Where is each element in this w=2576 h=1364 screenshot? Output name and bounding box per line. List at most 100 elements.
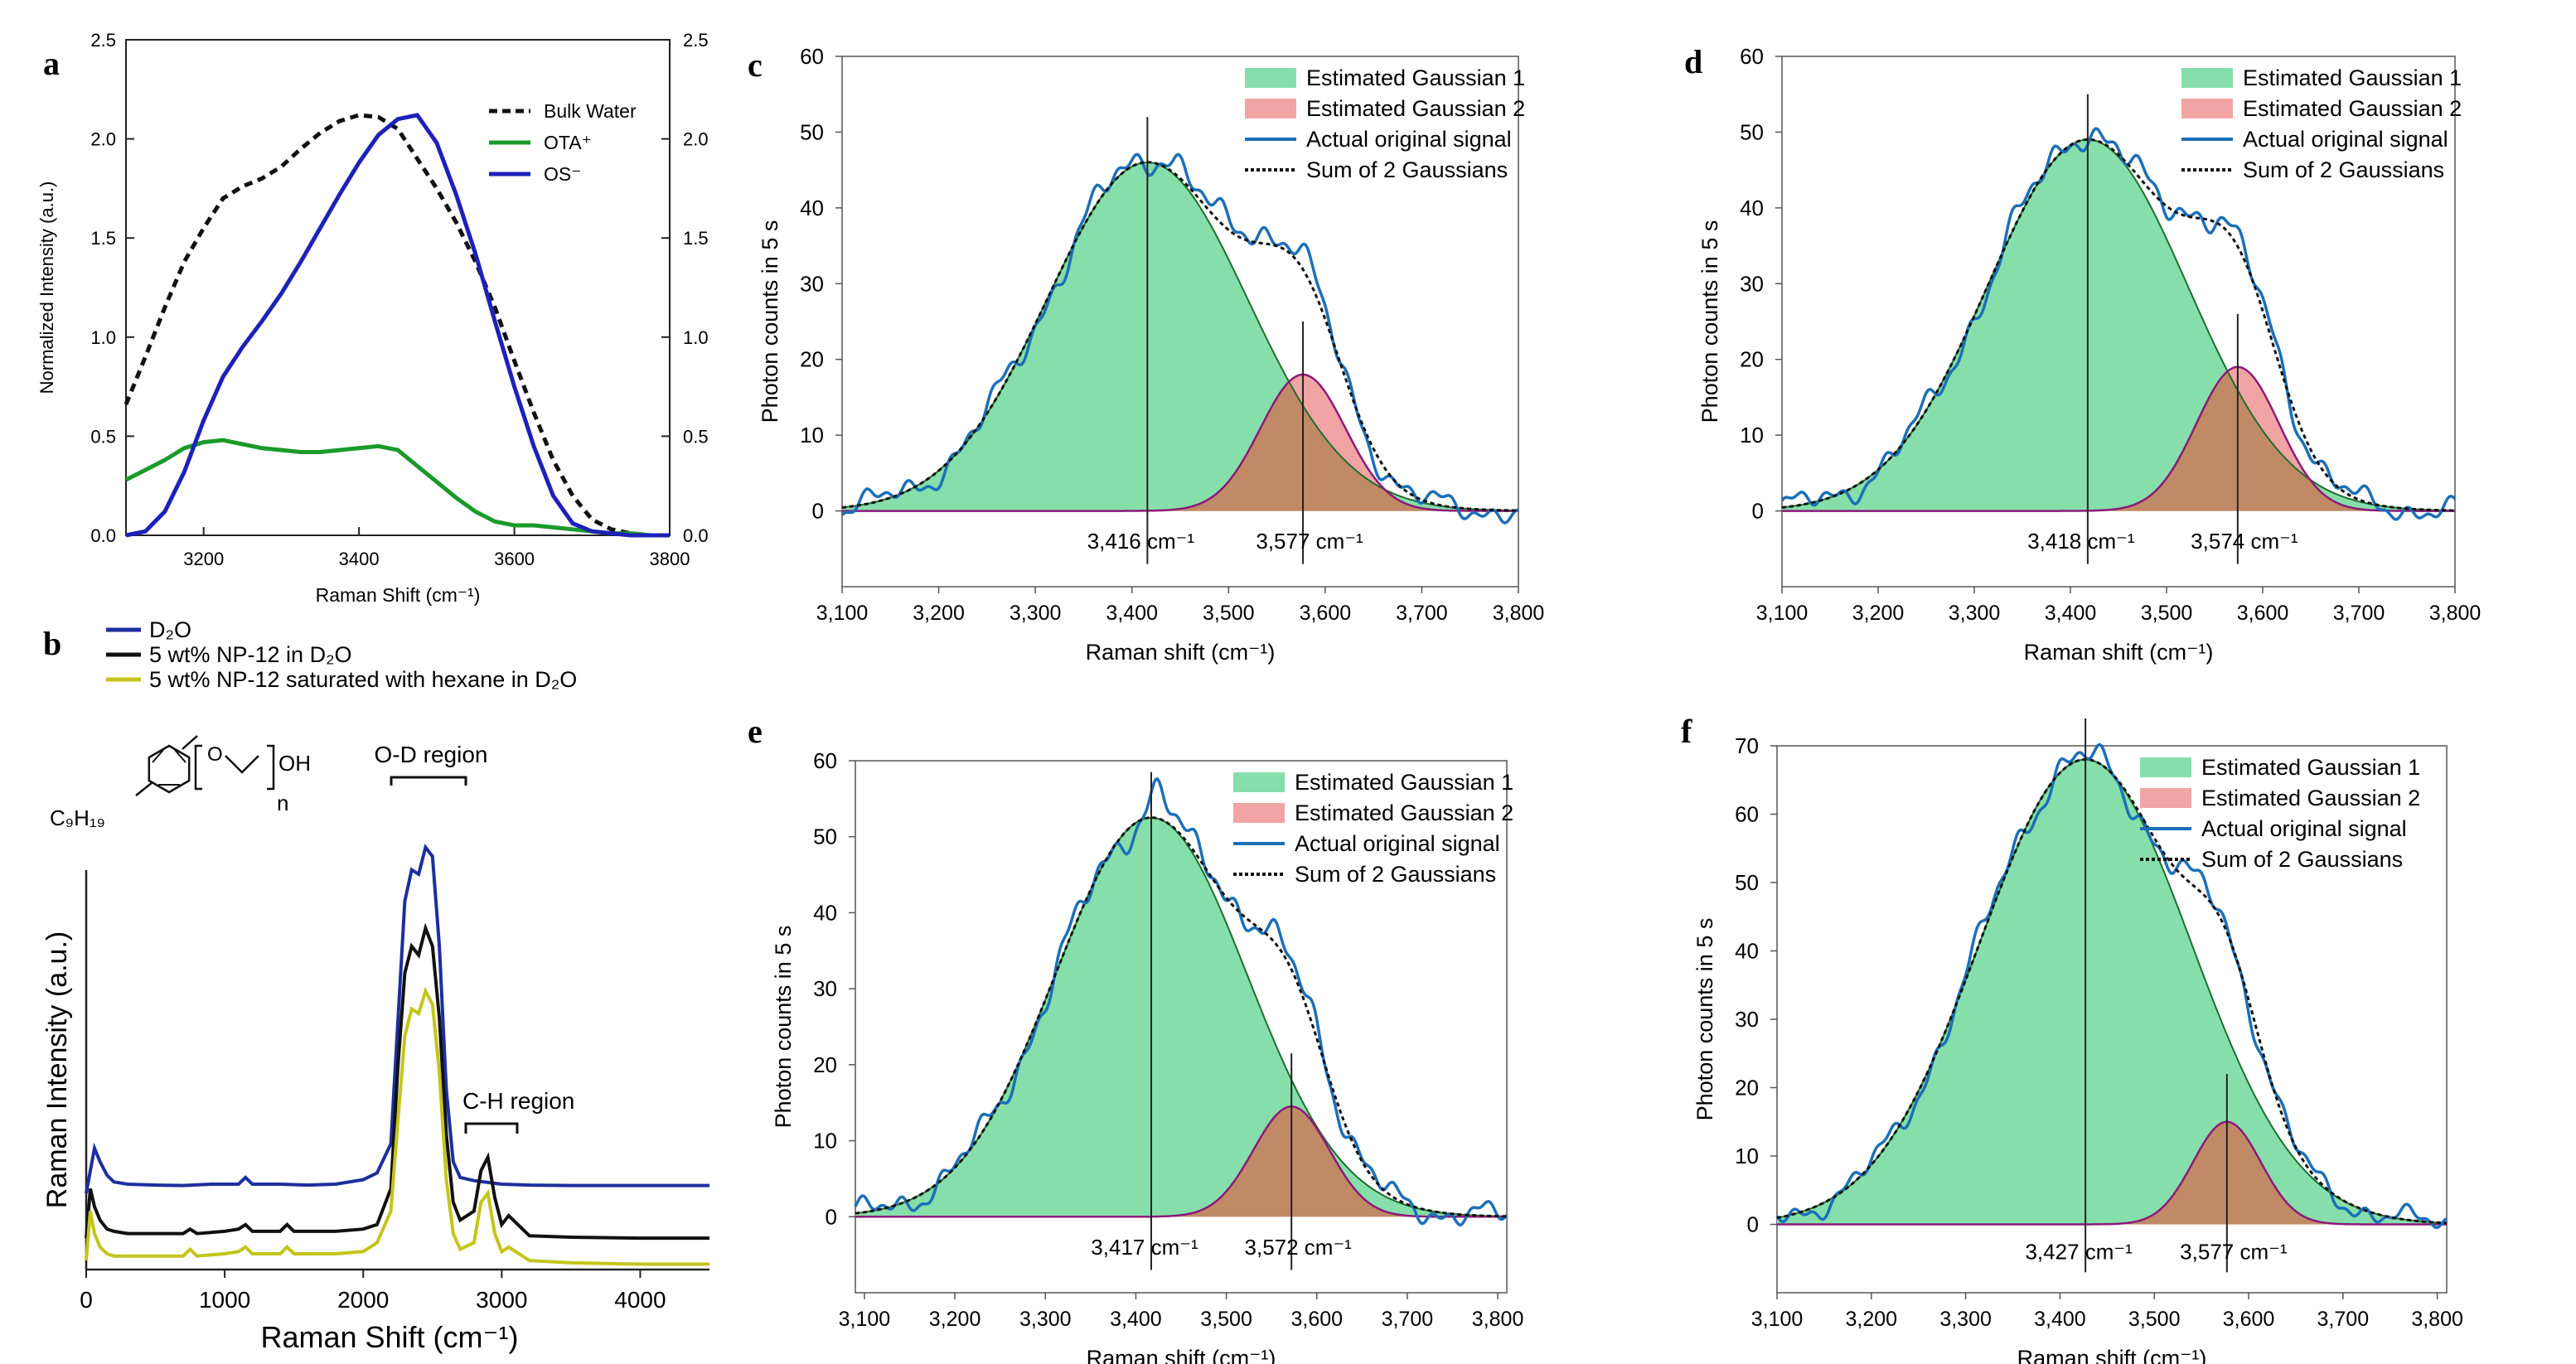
y-tick-label: 60 xyxy=(813,748,837,773)
gaussian-1-line xyxy=(855,816,1507,1217)
y-tick-label: 60 xyxy=(1735,802,1759,827)
gaussian-overlap-area xyxy=(1777,1121,2447,1225)
y-tick-label: 30 xyxy=(1740,271,1764,296)
gaussian-2-line xyxy=(842,373,1518,512)
y-tick-label: 30 xyxy=(1735,1007,1759,1032)
panel-letter-a: a xyxy=(43,45,60,82)
legend-label: Estimated Gaussian 2 xyxy=(2201,786,2420,810)
x-axis-label: Raman shift (cm⁻¹) xyxy=(2024,640,2214,665)
legend-label: Actual original signal xyxy=(1295,831,1500,856)
panel-f: f 0 10 20 30 40 50 60 70 3,100 3,200 3,300 3,400 3,50… xyxy=(1681,713,2463,1364)
sum-gaussians-line xyxy=(841,161,1518,512)
x-tick-label: 3,800 xyxy=(2411,1308,2463,1331)
alkyl-bond xyxy=(135,781,153,796)
y-tick-label: 50 xyxy=(1735,870,1759,895)
y-axis-label: Raman Intensity (a.u.) xyxy=(41,931,73,1208)
legend-label: OS⁻ xyxy=(544,163,581,185)
x-axis-label: Raman shift (cm⁻¹) xyxy=(1087,1346,1276,1364)
plot-frame xyxy=(1781,56,2456,588)
ring-double-bonds xyxy=(152,749,186,786)
y-tick-label-right: 1.5 xyxy=(683,228,709,249)
y-tick-label-right: 0.0 xyxy=(683,525,709,546)
y-tick-label: 40 xyxy=(1735,939,1759,964)
y-tick-label: 0 xyxy=(1747,1212,1759,1237)
x-tick-label: 3,200 xyxy=(1852,602,1905,625)
legend-label: Estimated Gaussian 1 xyxy=(1306,65,1525,90)
legend-swatch xyxy=(2140,788,2191,808)
series-line xyxy=(124,438,670,538)
x-tick-label: 3,200 xyxy=(1846,1308,1898,1331)
legend-label: Sum of 2 Gaussians xyxy=(2201,847,2403,872)
gaussian-overlap-area xyxy=(842,382,1518,511)
peak-2-label: 3,572 cm⁻¹ xyxy=(1245,1235,1353,1260)
legend-label: Actual original signal xyxy=(2243,127,2448,152)
legend-label: Estimated Gaussian 2 xyxy=(1295,801,1513,825)
series-line xyxy=(123,113,670,538)
y-tick-label: 0.0 xyxy=(90,525,116,546)
x-tick-label: 3000 xyxy=(476,1287,527,1313)
peak-2-label: 3,577 cm⁻¹ xyxy=(1256,529,1363,554)
x-axis-label: Raman Shift (cm⁻¹) xyxy=(260,1320,518,1354)
original-signal-line xyxy=(854,777,1508,1227)
gaussian-1-area xyxy=(855,817,1507,1217)
x-tick-label: 3,400 xyxy=(2045,602,2097,625)
legend-label: Sum of 2 Gaussians xyxy=(1306,157,1508,182)
legend-label: Bulk Water xyxy=(544,100,637,122)
np12-structure: C₉H₁₉ O OH n xyxy=(50,735,311,830)
sum-gaussians-line xyxy=(1776,758,2448,1225)
y-tick-label: 0 xyxy=(812,499,824,524)
x-tick-label: 3,800 xyxy=(2429,602,2482,625)
panel-letter-d: d xyxy=(1684,43,1702,80)
y-axis-label: Photon counts in 5 s xyxy=(771,926,796,1129)
x-tick-label: 3,700 xyxy=(1396,602,1448,625)
legend-label: Actual original signal xyxy=(2201,816,2407,841)
x-tick-label: 3,500 xyxy=(1203,602,1255,625)
legend-label: Actual original signal xyxy=(1306,127,1512,152)
gaussian-overlap-area xyxy=(1782,372,2455,511)
y-tick-label: 10 xyxy=(1740,423,1764,447)
y-tick-label-right: 1.0 xyxy=(683,327,709,348)
x-tick-label: 4000 xyxy=(614,1287,666,1313)
gaussian-1-area xyxy=(1782,139,2455,511)
x-tick-label: 3600 xyxy=(494,549,535,569)
x-tick-label: 1000 xyxy=(199,1287,250,1313)
y-tick-label: 0 xyxy=(826,1204,837,1229)
x-tick-label: 3,100 xyxy=(1751,1308,1804,1331)
benzene-ring xyxy=(148,744,191,794)
plot-frame xyxy=(125,39,671,536)
y-tick-label-right: 2.5 xyxy=(683,30,709,51)
x-tick-label: 3,300 xyxy=(1949,602,2001,625)
y-tick-label: 10 xyxy=(800,423,824,447)
x-tick-label: 3,600 xyxy=(1290,1308,1343,1331)
series-line xyxy=(125,113,670,538)
x-tick-label: 0 xyxy=(80,1287,93,1313)
legend-swatch xyxy=(2181,99,2233,119)
peak-2-label: 3,574 cm⁻¹ xyxy=(2191,529,2298,554)
x-tick-label: 3,800 xyxy=(1493,602,1545,625)
legend-swatch xyxy=(1245,99,1296,119)
y-tick-label: 70 xyxy=(1735,733,1759,758)
legend-swatch xyxy=(2181,68,2233,88)
y-tick-label-right: 2.0 xyxy=(683,129,709,150)
y-axis-label: Photon counts in 5 s xyxy=(1692,918,1717,1121)
x-tick-label: 3,700 xyxy=(2317,1308,2370,1331)
oh-label: OH xyxy=(278,751,311,776)
gaussian-overlap-area xyxy=(855,1106,1507,1217)
ether-bond xyxy=(182,735,198,750)
panel-c: c 0 10 20 30 40 50 60 3,100 3,200 3,300 3,400 3,500 3… xyxy=(748,44,1544,665)
legend-swatch xyxy=(1233,772,1285,792)
y-tick-label: 50 xyxy=(1740,119,1764,144)
x-tick-label: 3,300 xyxy=(1019,1308,1072,1331)
x-tick-label: 3,100 xyxy=(816,602,869,625)
legend-label: D₂O xyxy=(149,617,191,642)
legend-swatch xyxy=(2140,757,2191,777)
y-tick-label: 10 xyxy=(813,1129,837,1154)
x-tick-label: 3200 xyxy=(183,549,224,569)
x-tick-label: 3,500 xyxy=(2128,1308,2181,1331)
od-bracket xyxy=(390,776,467,786)
y-tick-label: 60 xyxy=(800,44,824,69)
panel-letter-c: c xyxy=(748,46,763,84)
x-tick-label: 3,200 xyxy=(913,602,965,625)
x-tick-label: 3,600 xyxy=(2237,602,2289,625)
